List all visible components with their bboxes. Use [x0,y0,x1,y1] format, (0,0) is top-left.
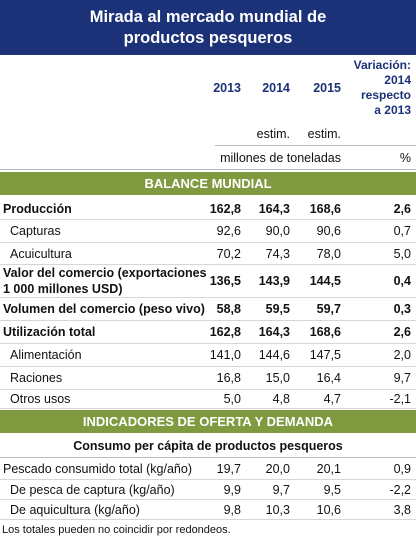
row-label: Volumen del comercio (peso vivo) [3,302,205,316]
cell-value: 141,0 [209,348,241,362]
row-label: Valor del comercio (exportaciones 1 000 … [3,266,207,296]
table-row: Pescado consumido total (kg/año) 19,7 20,0… [0,459,416,480]
row-label: Producción [3,201,72,216]
table-row: Acuicultura 70,2 74,3 78,0 5,0 [0,243,416,265]
cell-value: 3,8 [393,502,411,517]
rule [215,145,416,146]
row-label: Raciones [10,371,63,385]
cell-value: 58,8 [216,302,241,316]
cell-value: 5,0 [223,392,241,406]
subtitle: Consumo per cápita de productos pesquero… [73,439,343,453]
table-row: Volumen del comercio (peso vivo) 58,8 59,5… [0,298,416,321]
table-row: Capturas 92,6 90,0 90,6 0,7 [0,220,416,243]
cell-value: 9,5 [323,482,341,497]
cell-value: 70,2 [216,246,241,261]
table-row: De pesca de captura (kg/año) 9,9 9,7 9,5 -2,… [0,480,416,500]
cell-value: 147,5 [309,348,341,362]
cell-value: 90,0 [265,224,290,238]
cell-value: 162,8 [209,325,241,339]
cell-value: 136,5 [209,274,241,288]
cell-value: 0,3 [393,302,411,316]
units-label: % [399,151,411,165]
row-label: Capturas [10,224,61,238]
cell-value: -2,2 [389,482,411,497]
column-year: 2015 [313,81,341,95]
cell-value: 4,8 [272,392,290,406]
cell-value: 16,8 [216,371,241,385]
estimate-label: estim. [256,127,290,141]
cell-value: 20,1 [316,462,341,476]
table-row: Utilización total 162,8 164,3 168,6 2,6 [0,321,416,344]
cell-value: 2,6 [393,325,411,339]
row-label: Acuicultura [10,246,72,261]
cell-value: 4,7 [323,392,341,406]
cell-value: 162,8 [209,201,241,216]
table-row: Raciones 16,8 15,0 16,4 9,7 [0,367,416,390]
rule [0,169,416,170]
column-year: 2013 [213,81,241,95]
column-year: 2014 [262,81,290,95]
cell-value: 15,0 [265,371,290,385]
units-label: millones de toneladas [220,151,341,165]
cell-value: -2,1 [389,392,411,406]
cell-value: 0,7 [393,224,411,238]
section-title: BALANCE MUNDIAL [0,172,416,195]
cell-value: 168,6 [309,201,341,216]
cell-value: 0,4 [393,274,411,288]
cell-value: 143,9 [258,274,290,288]
row-label: Utilización total [3,325,96,339]
cell-value: 59,5 [265,302,290,316]
table-row: Otros usos 5,0 4,8 4,7 -2,1 [0,390,416,409]
cell-value: 20,0 [265,462,290,476]
cell-value: 74,3 [265,246,290,261]
table-row: Producción 162,8 164,3 168,6 2,6 [0,198,416,220]
cell-value: 5,0 [393,246,411,261]
cell-value: 168,6 [309,325,341,339]
table-row: De aquicultura (kg/año) 9,8 10,3 10,6 3,8 [0,500,416,520]
table-row: Alimentación 141,0 144,6 147,5 2,0 [0,344,416,367]
cell-value: 92,6 [216,224,241,238]
cell-value: 59,7 [316,302,341,316]
estimate-label: estim. [307,127,341,141]
title: Mirada al mercado mundial de productos p… [0,0,416,55]
cell-value: 144,6 [258,348,290,362]
row-label: Pescado consumido total (kg/año) [3,462,192,476]
cell-value: 144,5 [309,274,341,288]
cell-value: 0,9 [393,462,411,476]
row-label: Otros usos [10,392,71,406]
row-label: De aquicultura (kg/año) [10,502,140,517]
row-label: Alimentación [10,348,82,362]
footnote: Los totales pueden no coincidir por redo… [2,524,231,536]
cell-value: 19,7 [216,462,241,476]
cell-value: 2,6 [393,201,411,216]
cell-value: 9,8 [223,502,241,517]
row-label: De pesca de captura (kg/año) [10,482,175,497]
cell-value: 2,0 [393,348,411,362]
cell-value: 9,9 [223,482,241,497]
cell-value: 10,3 [265,502,290,517]
section-title: INDICADORES DE OFERTA Y DEMANDA [0,410,416,433]
cell-value: 9,7 [272,482,290,497]
cell-value: 9,7 [393,371,411,385]
cell-value: 16,4 [316,371,341,385]
cell-value: 90,6 [316,224,341,238]
rule [0,457,416,458]
cell-value: 164,3 [258,325,290,339]
cell-value: 10,6 [316,502,341,517]
table-row: Valor del comercio (exportaciones 1 000 … [0,265,416,298]
cell-value: 164,3 [258,201,290,216]
column-variation: Variación: 2014 respecto a 2013 [353,58,411,117]
cell-value: 78,0 [316,246,341,261]
